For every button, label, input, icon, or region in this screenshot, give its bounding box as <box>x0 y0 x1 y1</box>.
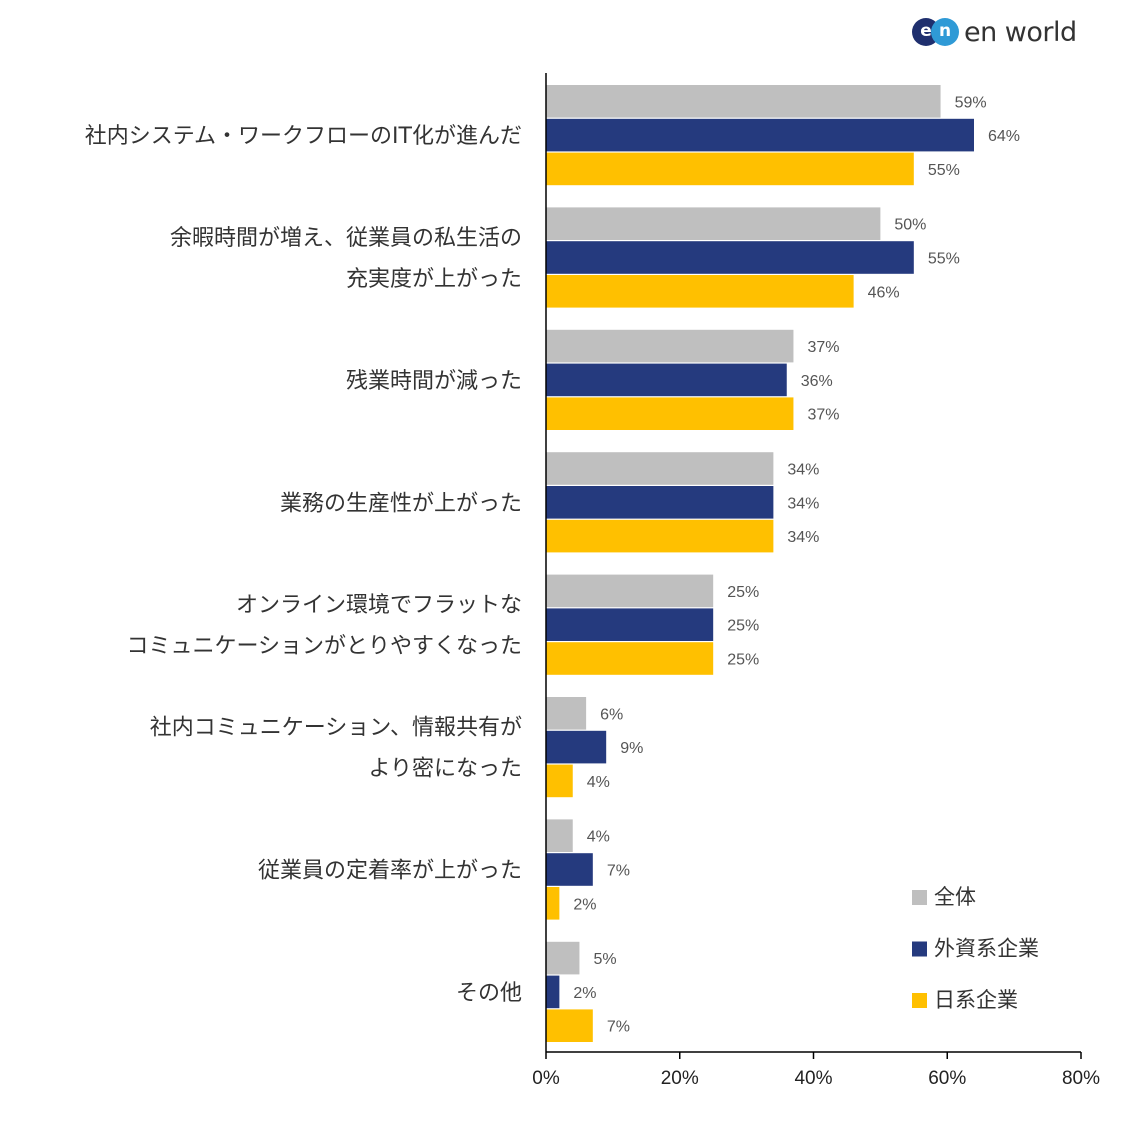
bar-3-2 <box>546 275 854 308</box>
legend-label-1: 全体 <box>934 885 976 909</box>
bar-2-2 <box>546 241 914 274</box>
value-label-3-8: 7% <box>607 1019 630 1036</box>
bar-2-3 <box>546 363 787 397</box>
value-label-2-6: 9% <box>620 740 643 757</box>
category-label-5-line-1: オンライン環境でフラットな <box>236 593 522 618</box>
value-label-2-8: 2% <box>573 985 596 1002</box>
legend-swatch-3 <box>912 993 927 1008</box>
bar-3-4 <box>546 519 774 553</box>
bar-3-8 <box>546 1009 593 1042</box>
bar-3-1 <box>546 152 914 186</box>
value-label-1-2: 50% <box>894 217 926 234</box>
x-tick-label-5: 80% <box>1062 1068 1100 1089</box>
bar-2-8 <box>546 975 560 1009</box>
category-label-5-line-2: コミュニケーションがとりやすくなった <box>126 634 522 659</box>
legend-label-2: 外資系企業 <box>934 937 1039 961</box>
value-label-3-7: 2% <box>573 896 596 913</box>
value-label-3-6: 4% <box>587 774 610 791</box>
category-label-8: その他 <box>456 981 522 1006</box>
value-label-2-5: 25% <box>727 618 759 635</box>
value-label-1-8: 5% <box>593 951 616 968</box>
value-label-3-2: 46% <box>868 284 900 301</box>
value-label-3-4: 34% <box>787 529 819 546</box>
bar-2-4 <box>546 486 774 519</box>
bar-1-8 <box>546 941 580 975</box>
category-label-6-line-1: 社内コミュニケーション、情報共有が <box>150 716 522 741</box>
bar-2-6 <box>546 730 607 764</box>
bar-1-5 <box>546 574 714 608</box>
enworld-logo: e n en world <box>912 14 1077 50</box>
category-label-7: 従業員の定着率が上がった <box>258 859 522 884</box>
value-label-1-5: 25% <box>727 584 759 601</box>
logo-text: en world <box>964 16 1077 48</box>
bar-3-7 <box>546 887 560 920</box>
value-label-2-2: 55% <box>928 251 960 268</box>
legend-swatch-1 <box>912 890 927 905</box>
value-label-1-6: 6% <box>600 706 623 723</box>
bar-1-4 <box>546 452 774 485</box>
value-label-1-3: 37% <box>807 339 839 356</box>
value-label-2-7: 7% <box>607 863 630 880</box>
value-label-2-4: 34% <box>787 495 819 512</box>
bar-1-6 <box>546 697 587 730</box>
value-label-3-3: 37% <box>807 407 839 424</box>
bar-1-2 <box>546 207 881 240</box>
bar-3-3 <box>546 397 794 430</box>
bar-1-7 <box>546 819 573 852</box>
value-label-3-5: 25% <box>727 652 759 669</box>
value-label-1-4: 34% <box>787 462 819 479</box>
bar-3-5 <box>546 642 714 675</box>
x-tick-label-2: 20% <box>661 1068 699 1089</box>
value-label-1-1: 59% <box>955 94 987 111</box>
x-tick-label-3: 40% <box>794 1068 832 1089</box>
logo-circle-n: n <box>931 18 959 46</box>
value-label-2-3: 36% <box>801 373 833 390</box>
bar-2-5 <box>546 608 714 641</box>
value-label-2-1: 64% <box>988 128 1020 145</box>
x-tick-label-4: 60% <box>928 1068 966 1089</box>
legend-label-3: 日系企業 <box>934 988 1018 1012</box>
bar-2-7 <box>546 853 593 886</box>
legend-swatch-2 <box>912 941 927 957</box>
category-label-6-line-2: より密になった <box>368 757 522 782</box>
category-label-4: 業務の生産性が上がった <box>280 491 522 516</box>
x-tick-label-1: 0% <box>532 1068 560 1089</box>
value-label-1-7: 4% <box>587 829 610 846</box>
category-label-3: 残業時間が減った <box>346 369 522 394</box>
bar-2-1 <box>546 118 974 152</box>
logo-mark-icon: e n <box>912 16 960 48</box>
bar-1-1 <box>546 85 941 118</box>
bar-1-3 <box>546 329 794 363</box>
bar-3-6 <box>546 764 573 798</box>
value-label-3-1: 55% <box>928 162 960 179</box>
category-label-2-line-2: 充実度が上がった <box>346 267 522 292</box>
category-label-1: 社内システム・ワークフローのIT化が進んだ <box>85 124 522 149</box>
category-label-2-line-1: 余暇時間が増え、従業員の私生活の <box>170 226 522 251</box>
